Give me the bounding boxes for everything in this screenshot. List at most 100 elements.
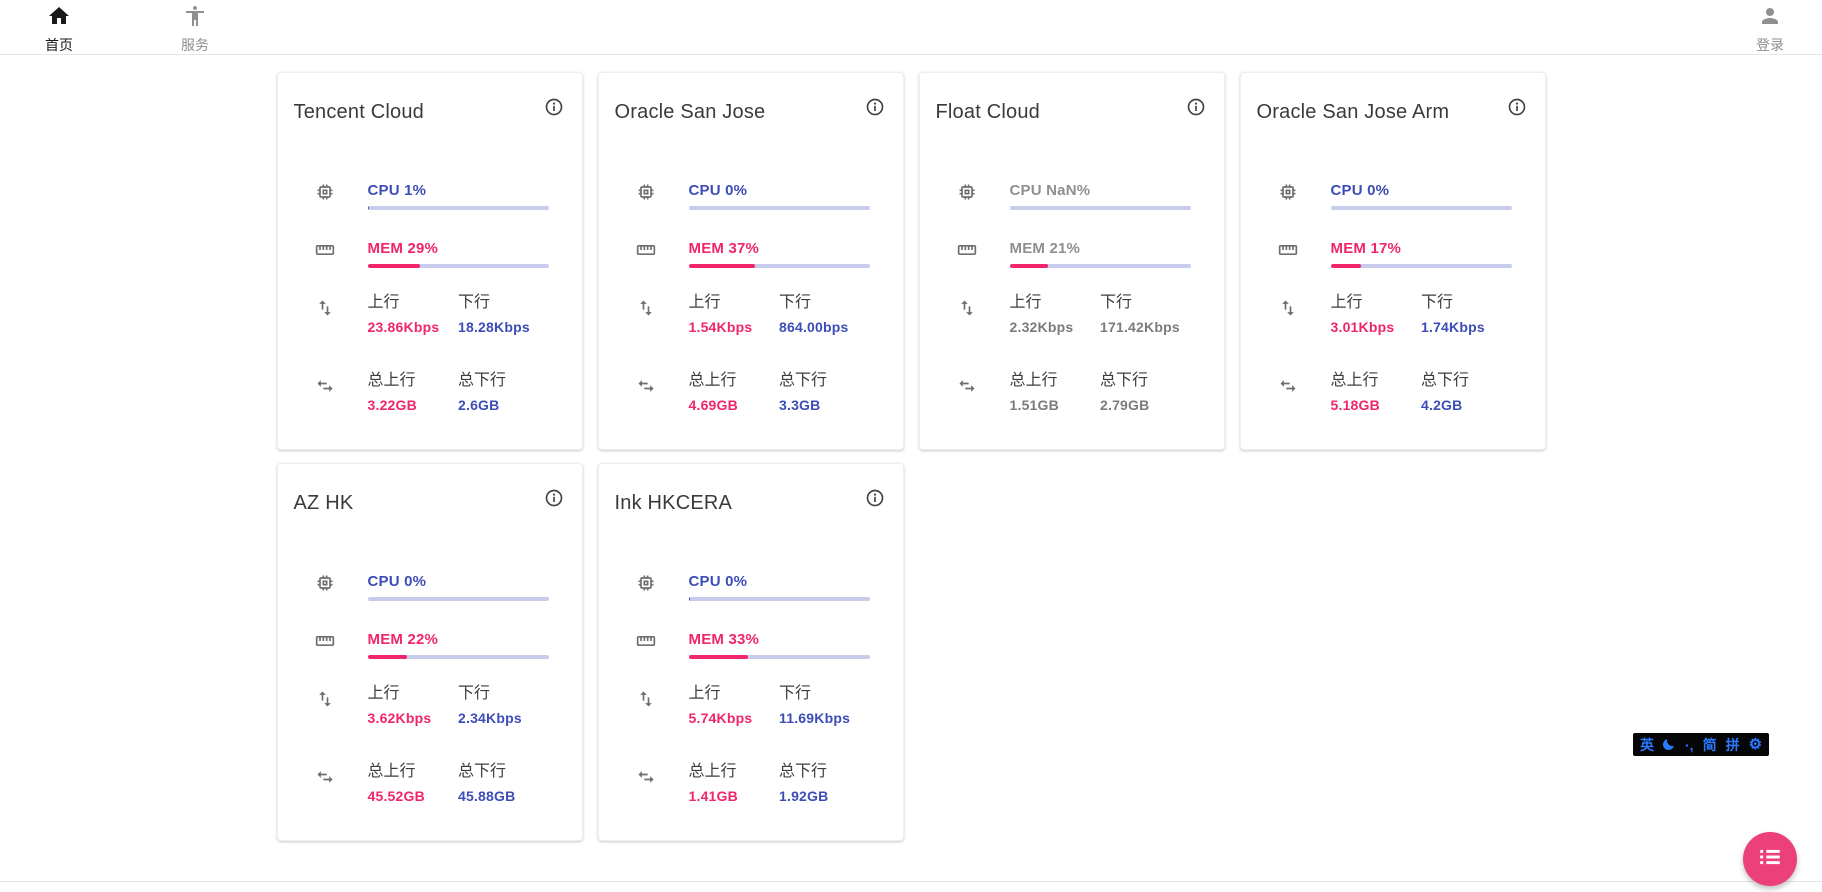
cpu-stat-row: CPU 0% [1241, 182, 1512, 210]
net-total-row: 总上行 1.51GB 总下行 2.79GB [920, 366, 1191, 413]
ime-settings-gear-icon[interactable]: ⚙ [1748, 736, 1763, 753]
nav-item-services[interactable]: 服务 [173, 0, 217, 54]
mem-bar-fill [1009, 264, 1048, 268]
ime-toolbar: 英 ·, 简 拼 ⚙ [1633, 733, 1770, 756]
total-upload-label: 总上行 [367, 372, 416, 389]
ime-language-toggle[interactable]: 英 [1640, 736, 1654, 753]
total-upload-block: 总上行 1.51GB [1010, 366, 1101, 413]
ime-simplified-toggle[interactable]: 简 [1702, 736, 1717, 753]
total-download-block: 总下行 4.2GB [1421, 366, 1512, 413]
download-speed-block: 下行 2.34Kbps [458, 679, 549, 726]
info-icon[interactable] [1186, 97, 1206, 117]
memory-ruler-icon [1278, 240, 1298, 260]
download-value: 171.42Kbps [1100, 319, 1180, 335]
info-icon[interactable] [865, 97, 885, 117]
server-card-header: Oracle San Jose Arm [1241, 73, 1545, 124]
up-down-arrows-icon [1278, 298, 1298, 318]
mem-stat-row: MEM 33% [599, 631, 870, 659]
mem-meter: MEM 33% [688, 631, 870, 659]
nav-item-login[interactable]: 登录 [1748, 0, 1792, 54]
mem-stat-row: MEM 29% [278, 240, 549, 268]
mem-bar-fill [367, 264, 420, 268]
person-icon [1758, 4, 1782, 33]
upload-speed-block: 上行 3.01Kbps [1331, 288, 1422, 335]
total-download-block: 总下行 2.79GB [1100, 366, 1191, 413]
mem-bar-fill [688, 655, 749, 659]
cpu-usage-label: CPU 0% [367, 573, 427, 590]
upload-value: 3.01Kbps [1330, 319, 1395, 335]
net-speed-row: 上行 3.62Kbps 下行 2.34Kbps [278, 679, 549, 726]
download-value: 864.00bps [779, 319, 849, 335]
upload-value: 3.62Kbps [367, 710, 432, 726]
total-download-block: 总下行 1.92GB [779, 757, 870, 804]
upload-speed-block: 上行 1.54Kbps [689, 288, 780, 335]
net-speed-row: 上行 5.74Kbps 下行 11.69Kbps [599, 679, 870, 726]
nav-services-label: 服务 [181, 36, 209, 53]
total-download-value: 3.3GB [779, 397, 821, 413]
upload-value: 1.54Kbps [688, 319, 753, 335]
net-total-row: 总上行 45.52GB 总下行 45.88GB [278, 757, 549, 804]
download-speed-block: 下行 18.28Kbps [458, 288, 549, 335]
cpu-meter: CPU 0% [1330, 182, 1512, 210]
info-icon[interactable] [865, 488, 885, 508]
server-card-header: Tencent Cloud [278, 73, 582, 124]
download-speed-block: 下行 171.42Kbps [1100, 288, 1191, 335]
download-value: 11.69Kbps [779, 710, 851, 726]
total-upload-label: 总上行 [1009, 372, 1058, 389]
cpu-progress-bar [1009, 206, 1191, 210]
ime-punctuation-toggle[interactable]: ·, [1685, 736, 1694, 753]
server-card-header: Float Cloud [920, 73, 1224, 124]
up-down-arrows-icon [315, 298, 335, 318]
mem-usage-label: MEM 17% [1330, 240, 1402, 257]
left-right-arrows-icon [636, 376, 656, 396]
server-name: Ink HKCERA [614, 492, 733, 514]
mem-bar-fill [688, 264, 756, 268]
net-total-row: 总上行 3.22GB 总下行 2.6GB [278, 366, 549, 413]
cpu-meter: CPU NaN% [1009, 182, 1191, 210]
cpu-chip-icon [636, 573, 656, 593]
ime-halfwidth-moon-icon[interactable] [1663, 738, 1676, 751]
total-download-label: 总下行 [458, 763, 507, 780]
download-speed-block: 下行 864.00bps [779, 288, 870, 335]
cpu-chip-icon [315, 182, 335, 202]
server-card: AZ HK CPU 0% [276, 463, 583, 841]
cpu-bar-fill [367, 206, 370, 210]
total-upload-value: 3.22GB [367, 397, 417, 413]
net-total-row: 总上行 5.18GB 总下行 4.2GB [1241, 366, 1512, 413]
cpu-stat-row: CPU 0% [278, 573, 549, 601]
download-label: 下行 [1100, 294, 1133, 311]
net-speed-row: 上行 3.01Kbps 下行 1.74Kbps [1241, 288, 1512, 335]
cpu-progress-bar [1330, 206, 1512, 210]
mem-usage-label: MEM 29% [367, 240, 439, 257]
server-card: Oracle San Jose CPU 0% [597, 72, 904, 450]
download-label: 下行 [779, 294, 812, 311]
cpu-stat-row: CPU NaN% [920, 182, 1191, 210]
total-upload-label: 总上行 [367, 763, 416, 780]
upload-speed-block: 上行 3.62Kbps [368, 679, 459, 726]
mem-usage-label: MEM 33% [688, 631, 760, 648]
mem-progress-bar [367, 655, 549, 659]
server-list-fab[interactable] [1743, 832, 1797, 886]
mem-meter: MEM 37% [688, 240, 870, 268]
total-upload-label: 总上行 [1330, 372, 1379, 389]
total-upload-block: 总上行 5.18GB [1331, 366, 1422, 413]
server-name: Oracle San Jose [614, 101, 766, 123]
total-download-value: 4.2GB [1421, 397, 1463, 413]
upload-value: 2.32Kbps [1009, 319, 1074, 335]
nav-login-label: 登录 [1756, 36, 1784, 53]
ime-pinyin-toggle[interactable]: 拼 [1725, 736, 1740, 753]
info-icon[interactable] [544, 488, 564, 508]
mem-progress-bar [367, 264, 549, 268]
upload-label: 上行 [367, 685, 400, 702]
nav-item-home[interactable]: 首页 [37, 0, 81, 54]
memory-ruler-icon [636, 631, 656, 651]
left-right-arrows-icon [957, 376, 977, 396]
cpu-usage-label: CPU NaN% [1009, 182, 1091, 199]
info-icon[interactable] [544, 97, 564, 117]
cpu-stat-row: CPU 0% [599, 573, 870, 601]
info-icon[interactable] [1507, 97, 1527, 117]
up-down-arrows-icon [957, 298, 977, 318]
mem-meter: MEM 17% [1330, 240, 1512, 268]
download-speed-block: 下行 11.69Kbps [779, 679, 870, 726]
upload-speed-block: 上行 5.74Kbps [689, 679, 780, 726]
